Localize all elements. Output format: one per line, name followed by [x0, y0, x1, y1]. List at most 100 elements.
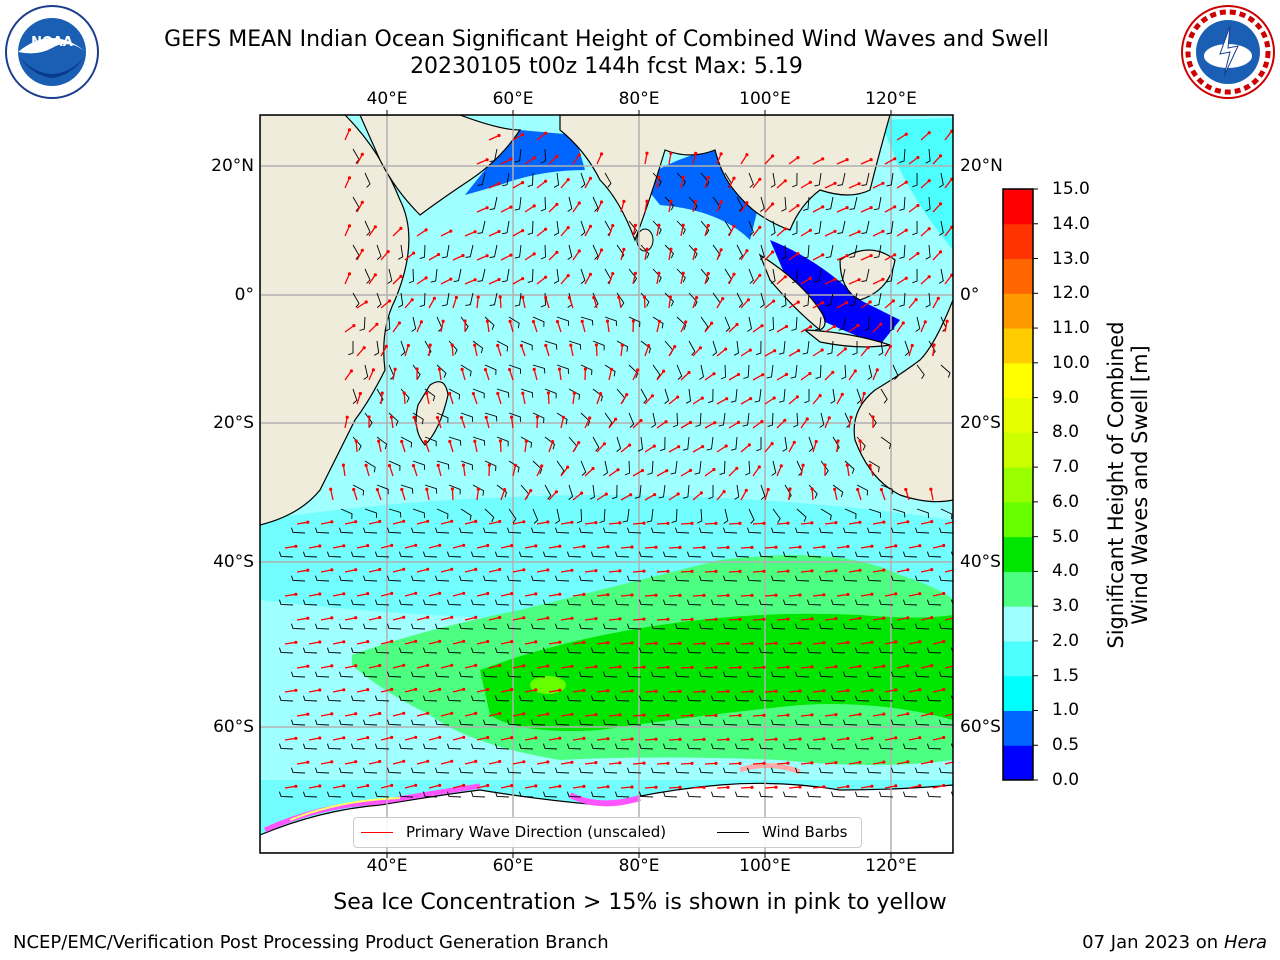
wave-arrow-head — [630, 593, 634, 597]
wave-arrow-head — [378, 567, 382, 572]
wind-barb — [886, 268, 894, 283]
wave-arrow-head — [582, 688, 586, 693]
wave-arrow-head — [678, 689, 682, 694]
wind-barb — [326, 599, 342, 606]
wind-barb — [914, 623, 930, 630]
wave-direction-arrow — [344, 177, 351, 189]
wave-direction-arrow — [596, 690, 608, 693]
wave-arrow-head — [942, 543, 946, 548]
wind-barb — [302, 791, 318, 798]
colorbar-frame — [1002, 188, 1034, 781]
wind-barb — [658, 484, 666, 499]
wave-arrow-head — [532, 204, 536, 208]
wave-arrow-head — [891, 299, 896, 303]
wave-arrow-head — [594, 569, 598, 573]
wind-barb — [770, 172, 776, 188]
wave-arrow-head — [389, 415, 393, 419]
wave-direction-arrow — [452, 736, 464, 741]
wind-barb — [540, 196, 546, 212]
wave-direction-arrow — [320, 617, 332, 621]
wind-barb — [837, 268, 846, 282]
wind-barb — [965, 221, 970, 236]
wave-arrow-head — [496, 343, 500, 348]
wave-arrow-head — [810, 617, 814, 621]
wind-barb — [436, 508, 449, 520]
wave-direction-arrow — [656, 470, 668, 477]
wave-direction-arrow — [957, 203, 963, 212]
wind-barb — [794, 527, 810, 534]
wave-direction-arrow — [416, 229, 427, 237]
wind-barb — [782, 743, 798, 750]
wave-arrow-head — [724, 444, 728, 448]
wave-arrow-head — [555, 154, 559, 158]
wave-arrow-head — [820, 348, 824, 352]
chart-title: GEFS MEAN Indian Ocean Significant Heigh… — [164, 27, 1049, 52]
wind-barb — [720, 364, 727, 380]
wave-direction-arrow — [452, 297, 458, 309]
wave-direction-arrow — [451, 488, 454, 501]
wave-arrow-head — [930, 712, 934, 716]
wave-arrow-head — [714, 713, 718, 718]
map-plot-area — [260, 115, 980, 853]
wave-direction-arrow — [413, 417, 418, 429]
wave-band-arabian-sea — [465, 130, 585, 195]
wave-arrow-head — [910, 343, 914, 348]
wave-arrow-head — [436, 463, 440, 467]
wave-direction-arrow — [836, 302, 847, 309]
wave-arrow-head — [354, 568, 358, 572]
colorbar-segment — [1003, 467, 1033, 503]
wave-direction-arrow — [404, 736, 416, 741]
wind-barb — [770, 220, 776, 236]
wave-arrow-head — [735, 466, 739, 470]
wind-barb — [938, 623, 953, 630]
wind-barb — [638, 599, 654, 606]
wind-barb — [688, 244, 698, 259]
wind-barb — [614, 647, 630, 654]
wave-direction-arrow — [764, 690, 777, 693]
wave-arrow-head — [510, 640, 514, 644]
wave-direction-arrow — [932, 544, 944, 549]
wind-barb — [604, 316, 617, 326]
wave-arrow-head — [306, 520, 310, 524]
wave-arrow-head — [893, 253, 897, 257]
wind-barb — [803, 292, 810, 307]
wave-direction-arrow — [969, 665, 980, 668]
wave-arrow-head — [630, 641, 634, 645]
wave-arrow-head — [410, 298, 414, 302]
wind-barb — [950, 599, 953, 605]
wave-direction-arrow — [824, 371, 834, 381]
wind-barb — [614, 551, 630, 558]
wave-arrow-head — [519, 344, 524, 348]
wind-barb — [422, 647, 438, 654]
wave-arrow-head — [352, 487, 356, 492]
wave-direction-arrow — [680, 469, 691, 477]
wave-direction-arrow — [811, 488, 814, 501]
wind-barb — [626, 575, 642, 582]
wave-direction-arrow — [764, 155, 774, 165]
wind-barb — [830, 388, 836, 404]
wave-arrow-head — [318, 592, 322, 596]
wind-barb — [566, 599, 582, 606]
wave-arrow-head — [330, 664, 334, 668]
wave-direction-arrow — [716, 491, 725, 501]
wind-barb — [808, 436, 814, 452]
wave-arrow-head — [438, 735, 442, 739]
wind-barb — [364, 220, 371, 236]
wind-barb — [436, 412, 449, 423]
wind-barb — [694, 460, 702, 475]
wind-barb — [502, 172, 510, 187]
wave-direction-arrow — [392, 616, 404, 621]
wind-barb — [364, 268, 371, 284]
wave-arrow-head — [510, 688, 514, 692]
wave-direction-arrow — [452, 688, 464, 693]
wind-barb — [925, 292, 931, 308]
wind-barb — [758, 743, 774, 750]
wind-barb — [611, 484, 618, 500]
wave-arrow-head — [546, 391, 551, 395]
wave-direction-arrow — [620, 249, 625, 261]
wave-direction-arrow — [572, 202, 580, 213]
wind-barb — [873, 244, 882, 259]
wave-direction-arrow — [608, 369, 613, 381]
wave-direction-arrow — [668, 786, 681, 789]
wave-direction-arrow — [452, 640, 464, 645]
